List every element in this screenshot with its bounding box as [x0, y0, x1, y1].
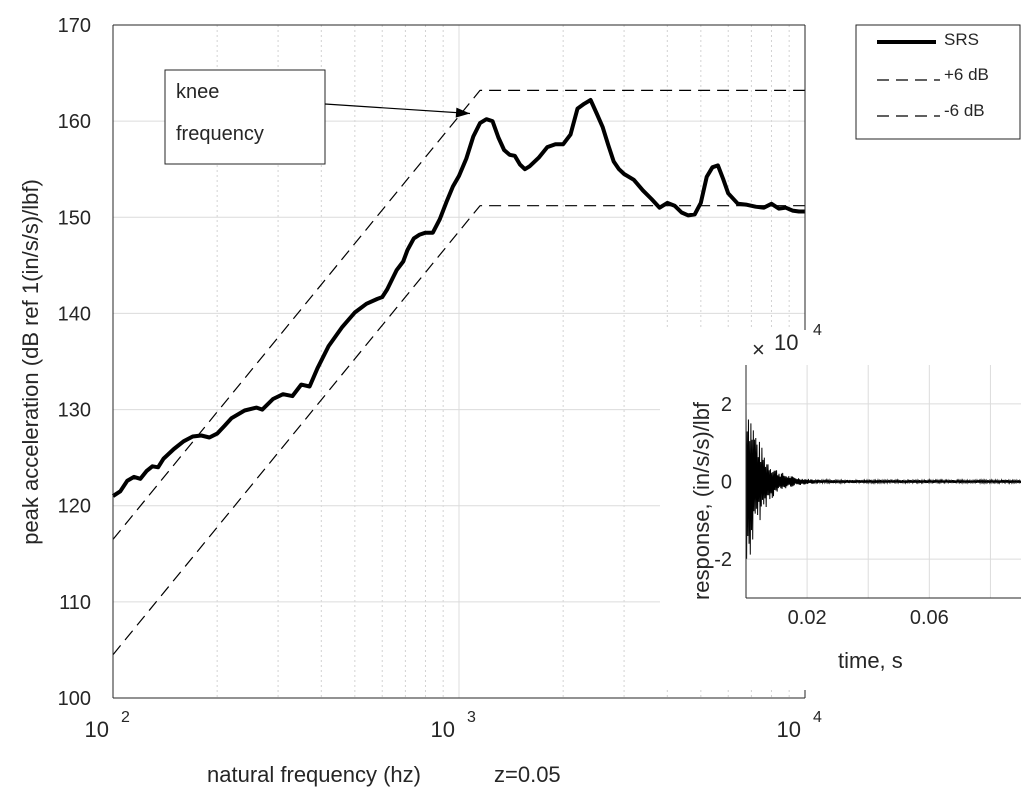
inset-x-tick-labels: 0.02 0.06 — [788, 607, 949, 629]
legend-label-srs: SRS — [944, 30, 979, 49]
inset-y-multiplier: × 10 4 — [752, 322, 822, 362]
main-x-tick-exponent: 3 — [467, 709, 476, 726]
inset-y-tick-labels: 2 0 -2 — [714, 394, 732, 571]
inset-multiplier-times-sign: × — [752, 337, 765, 362]
main-y-tick-label: 170 — [58, 15, 91, 37]
inset-y-tick-label: -2 — [714, 549, 732, 571]
inset-y-axis-label: response, (in/s/s)/lbf — [689, 401, 714, 600]
main-series-group — [111, 89, 805, 656]
main-x-axis-label: natural frequency (hz) — [207, 762, 421, 787]
main-x-tick-base: 10 — [431, 717, 455, 742]
main-y-tick-labels: 100 110 120 130 140 150 160 170 — [58, 15, 91, 710]
knee-annotation-box — [164, 69, 326, 165]
main-x-tick-base: 10 — [85, 717, 109, 742]
knee-label-line2: frequency — [176, 123, 264, 145]
main-y-tick-label: 120 — [58, 496, 91, 518]
main-y-tick-label: 100 — [58, 688, 91, 710]
main-x-tick-base: 10 — [777, 717, 801, 742]
legend-label-minus6: -6 dB — [944, 101, 985, 120]
series-line-plus6db — [112, 89, 805, 540]
main-x-tick-exponent: 2 — [121, 709, 130, 726]
knee-arrow — [324, 103, 471, 115]
inset-x-tick-label: 0.02 — [788, 607, 827, 629]
legend-label-plus6: +6 dB — [944, 65, 989, 84]
knee-arrow-head — [455, 107, 471, 118]
inset-response-line — [745, 404, 1021, 559]
inset-x-axis-label: time, s — [838, 648, 903, 673]
damping-annotation: z=0.05 — [494, 762, 561, 787]
main-x-tick-labels: 10 2 10 3 10 4 — [85, 709, 822, 742]
main-y-tick-label: 130 — [58, 400, 91, 422]
series-line-srs — [111, 98, 805, 498]
main-y-tick-label: 140 — [58, 303, 91, 325]
inset-multiplier-base: 10 — [774, 330, 798, 355]
inset-multiplier-exponent: 4 — [813, 322, 822, 339]
inset-plot: 2 0 -2 0.02 0.06 × 10 4 response, (in/s/s)/… — [660, 322, 1021, 690]
main-y-tick-label: 110 — [59, 592, 91, 614]
main-y-tick-label: 160 — [58, 111, 91, 133]
inset-y-tick-label: 2 — [721, 394, 732, 416]
inset-y-tick-label: 0 — [721, 472, 732, 494]
main-y-axis-label: peak acceleration (dB ref 1(in/s/s)/lbf) — [18, 179, 43, 545]
legend: SRS +6 dB -6 dB — [855, 24, 1021, 140]
inset-x-tick-label: 0.06 — [910, 607, 949, 629]
series-line-minus6db — [112, 205, 805, 656]
main-x-tick-exponent: 4 — [813, 709, 822, 726]
main-y-tick-label: 150 — [58, 207, 91, 229]
knee-label-line1: knee — [176, 81, 219, 103]
